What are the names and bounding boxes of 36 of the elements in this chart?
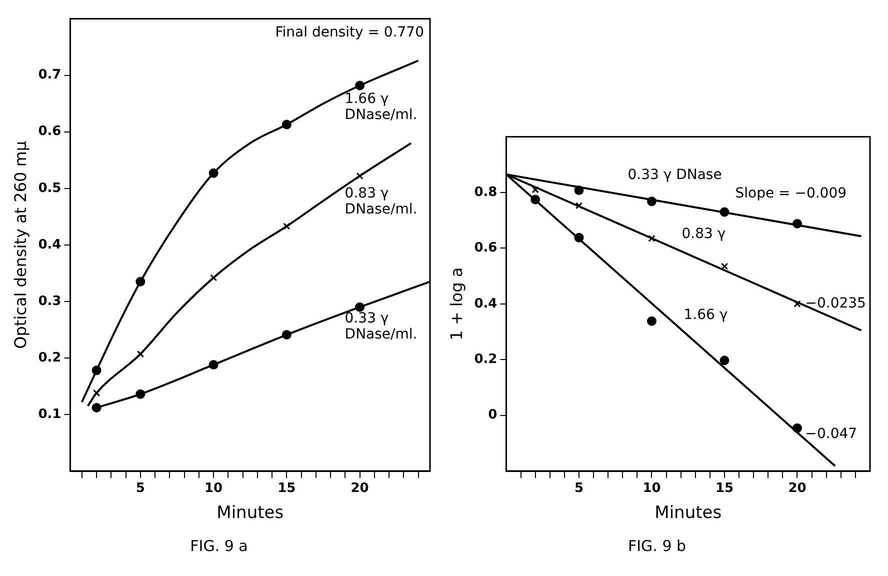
annotation: 1.66 γ DNase/ml. (344, 91, 418, 124)
x-axis-title: Minutes (654, 503, 722, 524)
y-tick-label: 0.5 (38, 180, 62, 196)
annotation: Slope = −0.009 (735, 185, 847, 202)
y-tick-label: 0.2 (474, 352, 498, 367)
y-tick-label: 0.6 (474, 240, 498, 256)
x-tick-label: 5 (136, 481, 145, 496)
x-tick-label: 15 (278, 481, 296, 496)
annotation: −0.0235 (805, 296, 866, 312)
text: FIG. 9 b (628, 536, 686, 555)
annotation: 0.83 γ (682, 226, 726, 242)
x-tick-label: 20 (350, 481, 369, 496)
y-tick-label: 0.7 (38, 68, 62, 83)
y-tick-label: 0.2 (38, 350, 62, 366)
y-tick-label: 0.3 (38, 294, 62, 309)
annotation: Final density = 0.770 (275, 24, 424, 40)
x-tick-label: 5 (574, 481, 584, 496)
y-axis-title: Optical density at 260 mμ (10, 140, 30, 349)
annotation: 0.33 γ DNase (628, 167, 722, 184)
annotation: 1.66 γ (684, 306, 728, 323)
y-tick-label: 0.6 (38, 124, 62, 140)
x-tick-label: 20 (788, 481, 806, 496)
y-tick-label: 0 (488, 408, 498, 423)
x-tick-label: 10 (204, 481, 223, 496)
y-tick-label: 0.1 (38, 406, 62, 422)
x-tick-label: 10 (642, 481, 661, 496)
y-tick-label: 0.4 (38, 237, 62, 252)
text: FIG. 9 a (190, 536, 248, 555)
x-axis-title: Minutes (216, 503, 284, 524)
annotation: 0.83 γ DNase/ml. (344, 186, 418, 218)
annotation: 0.33 γ DNase/ml. (344, 310, 418, 343)
y-axis-title: 1 + log a (446, 267, 466, 340)
y-tick-label: 0.8 (474, 184, 498, 200)
annotation: −0.047 (805, 426, 858, 442)
x-tick-label: 15 (715, 481, 734, 496)
y-tick-label: 0.4 (474, 296, 498, 312)
